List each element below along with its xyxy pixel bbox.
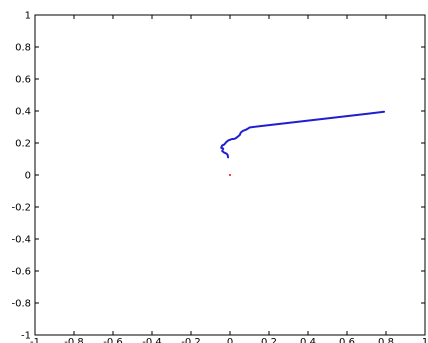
series-line — [220, 110, 386, 159]
y-tick-label: 0 — [25, 171, 31, 182]
y-tick-label: -0.6 — [11, 267, 31, 278]
y-tick-label: 1 — [25, 11, 31, 22]
x-tick-label: -0.6 — [103, 337, 123, 343]
x-tick-label: -1 — [30, 337, 40, 343]
x-axis-ticks — [34, 15, 426, 335]
y-axis-tick-labels: 1 0.8 0.6 0.4 0.2 0 -0.2 -0.4 -0.6 -0.8 -1 — [11, 11, 31, 342]
y-tick-label: -1 — [21, 331, 31, 342]
x-tick-label: -0.8 — [64, 337, 84, 343]
y-tick-label: 0.6 — [15, 75, 31, 86]
marker-group — [229, 174, 231, 176]
x-tick-label: -0.4 — [142, 337, 162, 343]
x-tick-label: 0.4 — [300, 337, 316, 343]
series-group — [220, 110, 386, 159]
y-tick-label: -0.2 — [11, 203, 31, 214]
x-tick-label: 0 — [227, 337, 233, 343]
x-axis-tick-labels: -1 -0.8 -0.6 -0.4 -0.2 0 0.2 0.4 0.6 0.8 1 — [30, 337, 428, 343]
x-tick-label: 0.8 — [378, 337, 394, 343]
y-tick-label: -0.4 — [11, 235, 31, 246]
x-tick-label: -0.2 — [181, 337, 201, 343]
y-tick-label: 0.8 — [15, 43, 31, 54]
y-axis-ticks — [35, 14, 425, 336]
x-tick-label: 0.2 — [261, 337, 277, 343]
y-tick-label: -0.8 — [11, 299, 31, 310]
y-tick-label: 0.4 — [15, 107, 31, 118]
origin-marker — [229, 174, 231, 176]
x-tick-label: 0.6 — [339, 337, 355, 343]
x-tick-label: 1 — [422, 337, 428, 343]
y-tick-label: 0.2 — [15, 139, 31, 150]
